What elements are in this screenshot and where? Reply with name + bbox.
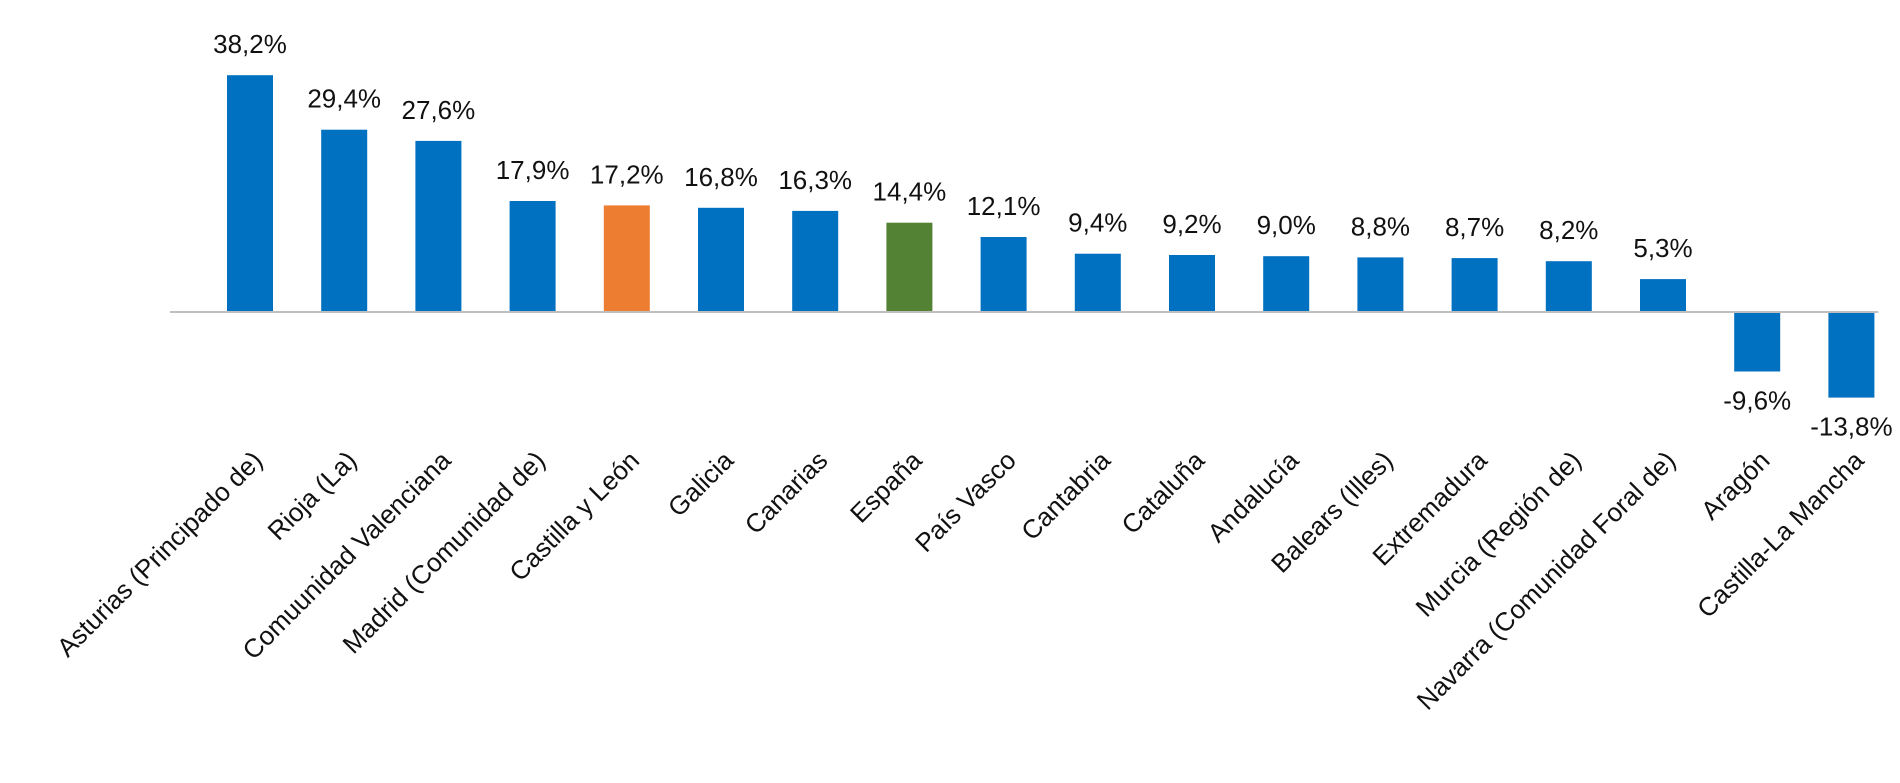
value-labels-layer: 38,2% 29,4% 27,6% 17,9% 17,2% 16,8% 16,3% 14,4%…: [213, 29, 1892, 441]
bar-17: [1828, 312, 1875, 398]
value-label-15: 5,3%: [1633, 233, 1692, 263]
category-label-10: Cataluña: [1115, 445, 1210, 540]
bar-15: [1640, 279, 1686, 312]
value-label-8: 12,1%: [967, 191, 1041, 221]
bar-14: [1545, 261, 1592, 312]
category-label-16: Aragón: [1695, 445, 1775, 525]
value-label-5: 16,8%: [684, 162, 758, 192]
bar-4: [603, 205, 650, 312]
bar-11: [1263, 256, 1310, 312]
value-label-13: 8,7%: [1445, 212, 1504, 242]
category-label-17: Castilla-La Mancha: [1691, 445, 1870, 624]
value-label-17: -13,8%: [1810, 412, 1892, 442]
bar-8: [980, 237, 1027, 312]
value-label-3: 17,9%: [496, 155, 570, 185]
value-label-14: 8,2%: [1539, 215, 1598, 245]
category-label-1: Rioja (La): [262, 445, 363, 546]
bar-16: [1734, 312, 1781, 372]
value-label-4: 17,2%: [590, 159, 664, 189]
value-label-1: 29,4%: [307, 84, 381, 114]
value-label-9: 9,4%: [1068, 208, 1127, 238]
category-label-9: Cantabria: [1015, 445, 1116, 546]
value-label-6: 16,3%: [778, 165, 852, 195]
bar-12: [1357, 257, 1404, 312]
value-label-12: 8,8%: [1351, 211, 1410, 241]
category-label-8: País Vasco: [909, 445, 1022, 558]
bar-5: [698, 207, 744, 312]
category-labels-layer: Asturias (Principado de)Rioja (La)Comuun…: [51, 445, 1870, 716]
bars-layer: [227, 75, 1875, 398]
value-label-11: 9,0%: [1257, 210, 1316, 240]
value-label-16: -9,6%: [1723, 386, 1791, 416]
bar-3: [509, 201, 556, 312]
value-label-2: 27,6%: [402, 95, 476, 125]
category-label-6: Canarias: [739, 445, 834, 540]
bar-10: [1169, 255, 1215, 312]
category-label-14: Murcia (Región de): [1409, 445, 1587, 623]
category-label-0: Asturias (Principado de): [51, 445, 268, 662]
bar-7: [886, 222, 933, 312]
value-label-0: 38,2%: [213, 29, 287, 59]
category-label-7: España: [844, 445, 928, 529]
bar-1: [321, 129, 368, 312]
value-label-7: 14,4%: [873, 177, 947, 207]
bar-0: [227, 75, 273, 312]
category-label-5: Galicia: [662, 445, 740, 523]
bar-9: [1074, 253, 1121, 312]
bar-6: [792, 210, 839, 312]
bar-2: [415, 140, 462, 312]
bar-13: [1451, 258, 1498, 312]
value-label-10: 9,2%: [1162, 209, 1221, 239]
